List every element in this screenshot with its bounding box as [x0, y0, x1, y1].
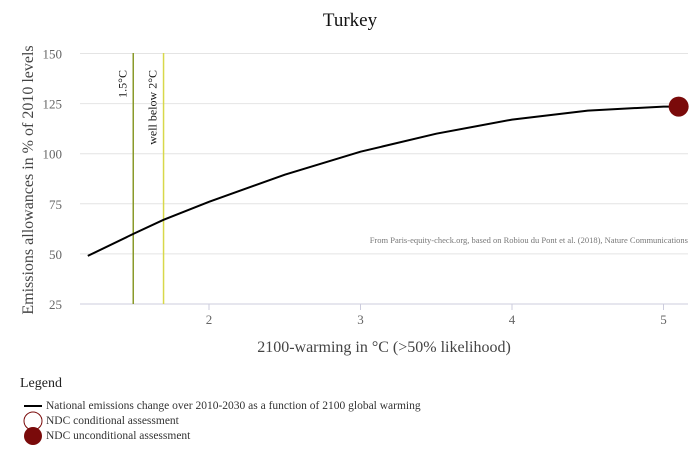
ndc-unconditional-point	[668, 96, 689, 117]
y-axis-label: Emissions allowances in % of 2010 levels	[20, 45, 37, 314]
y-tick-label: 125	[43, 97, 63, 112]
x-tick-label: 4	[509, 312, 516, 327]
y-axis-ticks: 25 50 75 100 125 150	[43, 47, 63, 313]
reference-line-label: 1.5°C	[115, 70, 129, 98]
legend-item-conditional: NDC conditional assessment	[20, 411, 421, 430]
y-tick-label: 25	[49, 297, 62, 312]
reference-lines: 1.5°C well below 2°C	[115, 53, 165, 304]
x-tick-label: 5	[660, 312, 667, 327]
x-axis-label: 2100-warming in °C (>50% likelihood)	[257, 339, 511, 356]
legend-title: Legend	[20, 376, 62, 391]
x-axis-ticks: 2 3 4 5	[206, 304, 667, 327]
y-tick-label: 50	[49, 247, 62, 262]
ndc-points[interactable]	[668, 96, 689, 117]
emissions-curve	[87, 105, 679, 257]
legend: Legend National emissions change over 20…	[20, 376, 421, 445]
y-tick-label: 100	[43, 147, 63, 162]
gridlines	[80, 53, 688, 305]
filled-circle-icon	[24, 426, 42, 445]
y-tick-label: 150	[43, 47, 63, 62]
reference-line-label: well below 2°C	[146, 70, 160, 145]
chart-title: Turkey	[323, 10, 378, 31]
legend-item-line: National emissions change over 2010-2030…	[24, 399, 421, 412]
y-tick-label: 75	[49, 197, 62, 212]
legend-item-unconditional: NDC unconditional assessment	[20, 426, 421, 445]
source-annotation: From Paris-equity-check.org, based on Ro…	[370, 235, 688, 245]
x-tick-label: 2	[206, 312, 213, 327]
x-tick-label: 3	[357, 312, 364, 327]
